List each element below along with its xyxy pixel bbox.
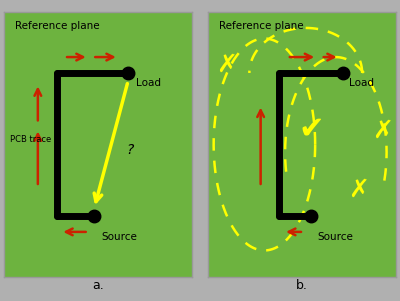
Text: a.: a. bbox=[92, 279, 104, 292]
Text: PCB trace: PCB trace bbox=[10, 135, 51, 144]
Text: Source: Source bbox=[317, 232, 353, 242]
Text: ✔: ✔ bbox=[299, 114, 324, 143]
Text: ✗: ✗ bbox=[372, 119, 393, 143]
Text: Source: Source bbox=[102, 232, 138, 242]
Text: Reference plane: Reference plane bbox=[219, 21, 304, 31]
Text: ✗: ✗ bbox=[348, 178, 369, 201]
Text: Load: Load bbox=[136, 78, 161, 88]
Text: ✗: ✗ bbox=[216, 53, 237, 77]
Text: ?: ? bbox=[126, 143, 134, 157]
Text: Reference plane: Reference plane bbox=[15, 21, 100, 31]
Text: b.: b. bbox=[296, 279, 308, 292]
Text: Load: Load bbox=[349, 78, 374, 88]
